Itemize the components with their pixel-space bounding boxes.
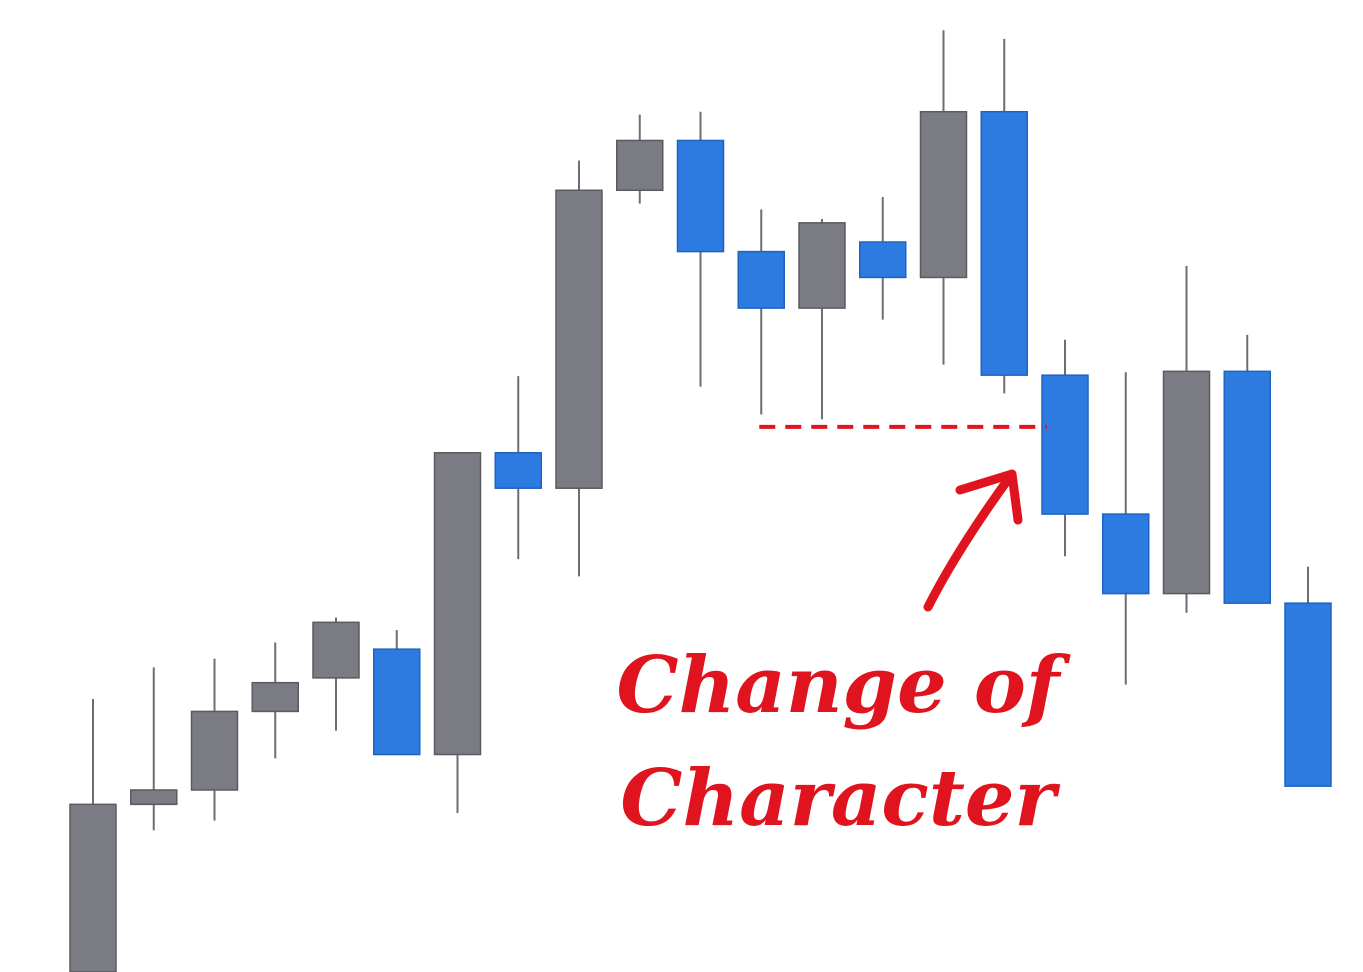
annotation-text-line2: Character: [620, 753, 1060, 844]
bullish-candle-body: [555, 189, 603, 489]
bearish-candle-body: [373, 648, 421, 756]
bearish-candle-body: [1041, 374, 1089, 515]
bullish-candle-body: [616, 139, 664, 192]
bearish-candle-body: [494, 452, 542, 489]
bullish-candle-body: [312, 621, 360, 679]
bearish-candle-body: [1102, 513, 1150, 595]
bullish-candle-body: [251, 681, 299, 713]
bullish-candle-body: [69, 803, 117, 972]
bearish-candle-body: [1284, 602, 1332, 787]
bearish-candle-body: [980, 110, 1028, 376]
bullish-candle-body: [130, 789, 178, 806]
annotation-arrow-icon: [923, 469, 1023, 612]
bullish-candle-body: [1162, 370, 1211, 595]
bullish-candle-body: [798, 222, 846, 309]
bearish-candle-body: [859, 241, 907, 279]
bullish-candle-body: [433, 452, 482, 756]
bullish-candle-body: [190, 710, 239, 791]
annotation-text-line1: Change of: [617, 640, 1071, 731]
bearish-candle-body: [737, 250, 785, 309]
bearish-candle-body: [676, 139, 725, 253]
bearish-candle-body: [1223, 370, 1271, 604]
bullish-candle-body: [919, 110, 968, 279]
candles-group: [69, 30, 1332, 972]
